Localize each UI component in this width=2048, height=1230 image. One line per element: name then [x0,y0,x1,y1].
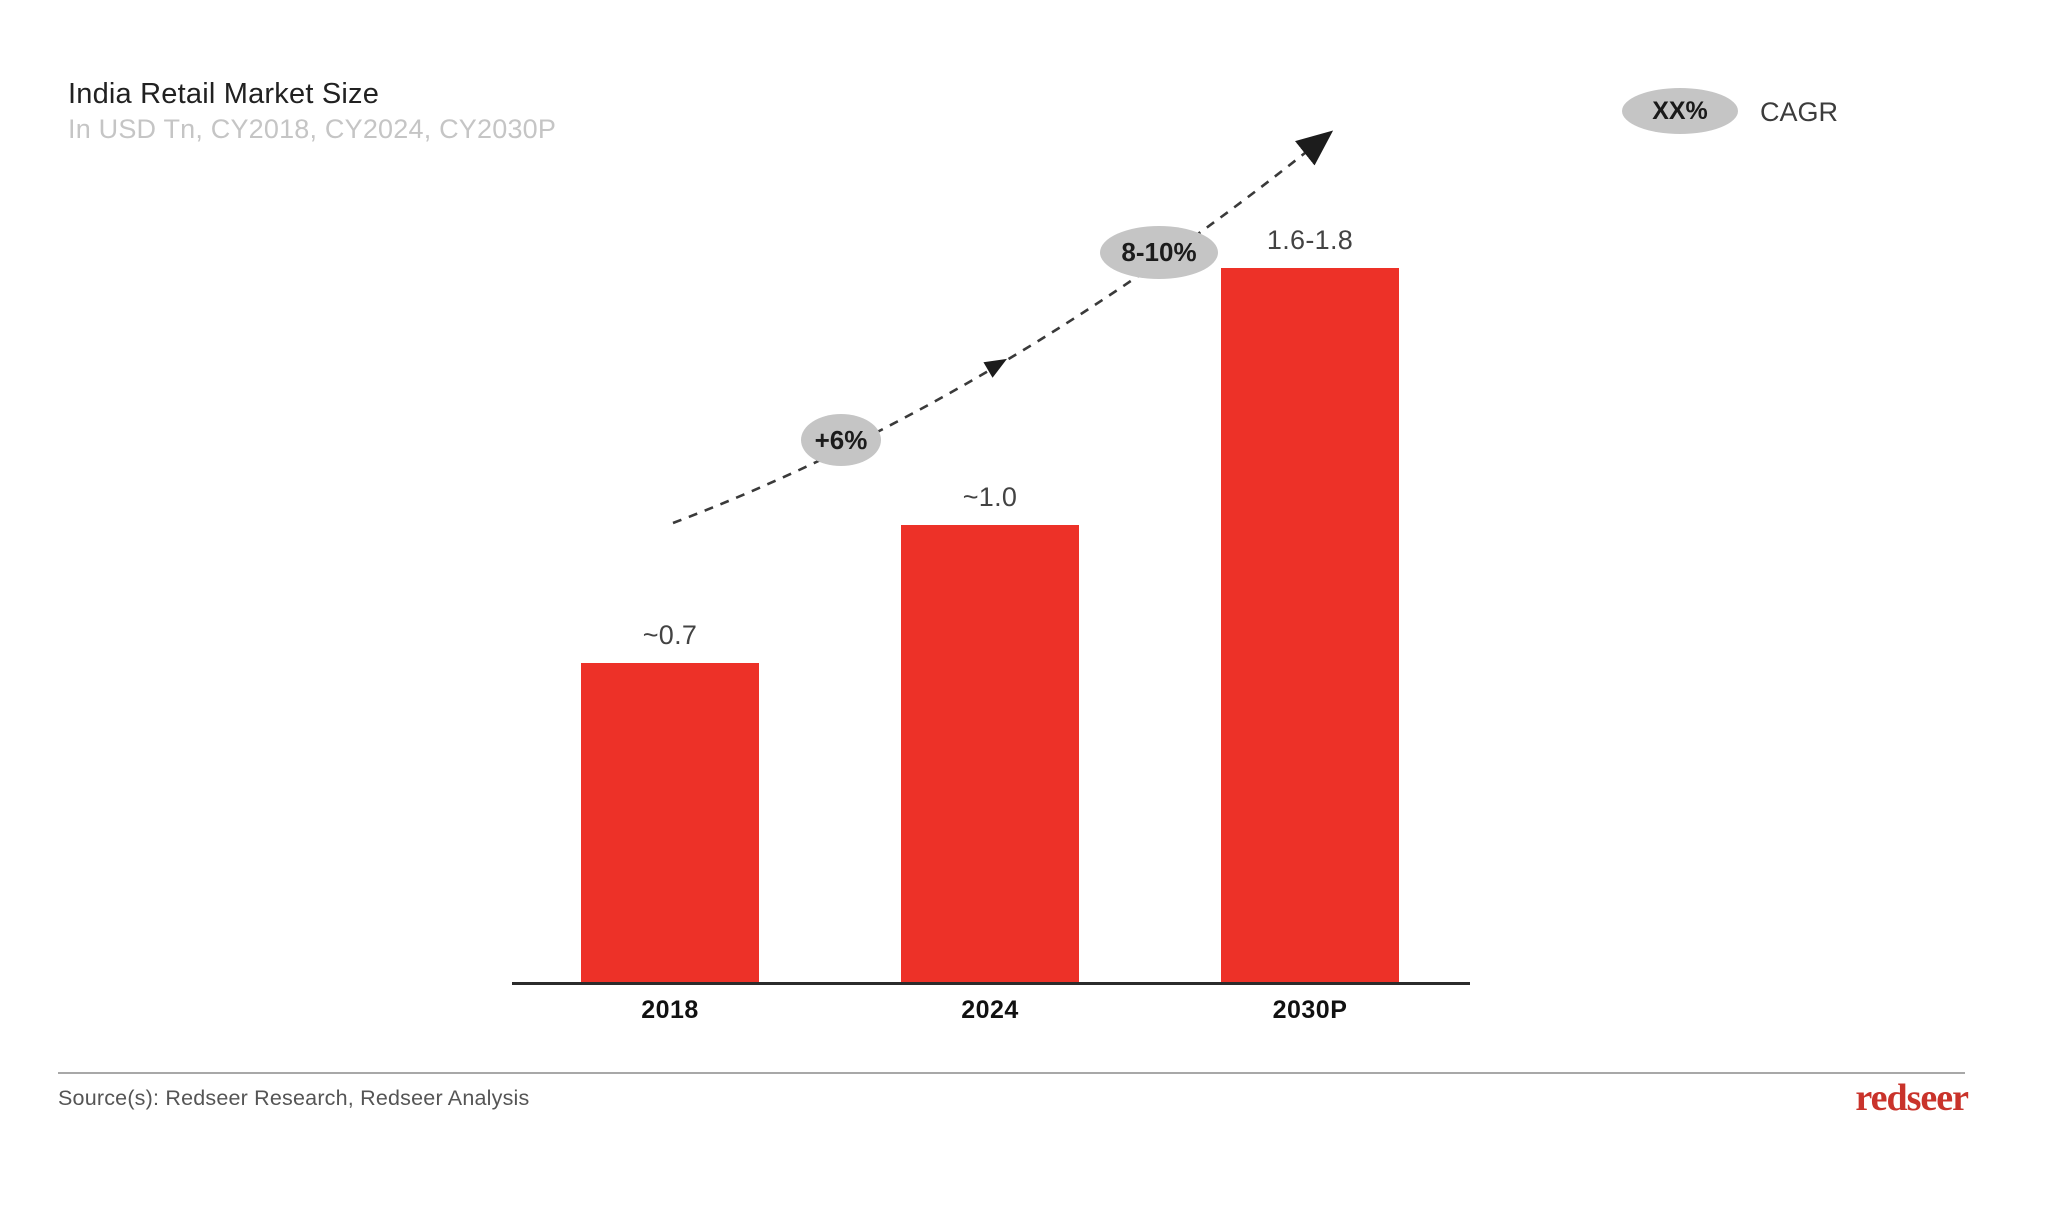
bar-group-2024: ~1.0 [901,0,1079,982]
cagr-legend-label: CAGR [1760,97,1839,127]
x-axis-label-2024: 2024 [961,996,1019,1024]
page-title: India Retail Market Size [68,78,380,110]
bar-group-2018: ~0.7 [581,0,759,982]
bar-group-2030p: 1.6-1.8 [1221,0,1399,982]
redseer-logo: redseer [1855,1077,1969,1119]
bar-value-label-2030p: 1.6-1.8 [1266,225,1354,255]
source-note: Source(s): Redseer Research, Redseer Ana… [58,1086,530,1110]
bar-2024 [901,525,1079,982]
bar-2018 [581,663,759,982]
x-axis-line [512,982,1470,985]
page-subtitle: In USD Tn, CY2018, CY2024, CY2030P [68,114,557,144]
x-axis-label-2030p: 2030P [1272,996,1348,1024]
bar-value-label-2024: ~1.0 [962,482,1018,512]
cagr-annotation-2024-2030: 8-10% [1100,226,1218,279]
bar-value-label-2018: ~0.7 [642,620,698,650]
x-axis-label-2018: 2018 [641,996,699,1024]
footer-divider [58,1072,1965,1074]
cagr-annotation-2018-2024: +6% [801,414,881,466]
bar-2030p [1221,268,1399,982]
cagr-legend-badge: XX% [1622,88,1738,134]
